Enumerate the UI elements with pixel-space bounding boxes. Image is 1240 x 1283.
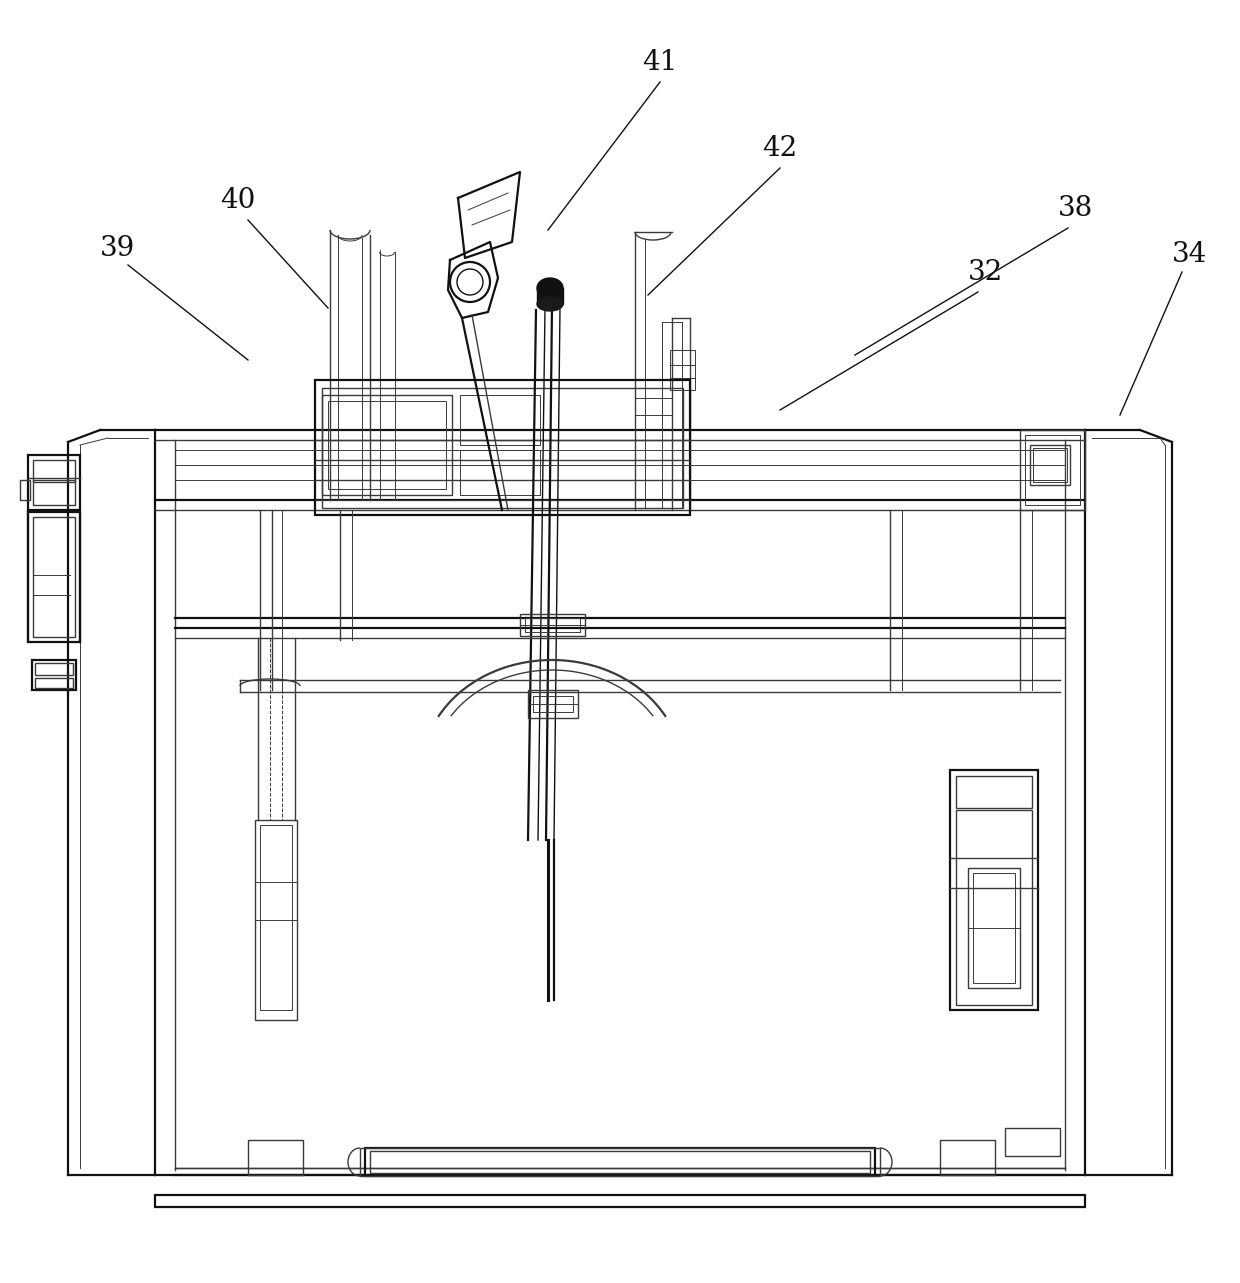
Bar bbox=[956, 776, 1032, 808]
Bar bbox=[35, 663, 73, 675]
Text: 41: 41 bbox=[642, 49, 678, 76]
Text: 42: 42 bbox=[763, 135, 797, 162]
Text: 34: 34 bbox=[1172, 241, 1208, 268]
Bar bbox=[670, 350, 694, 390]
Bar bbox=[520, 615, 585, 636]
Bar bbox=[322, 387, 683, 508]
Bar bbox=[329, 402, 446, 489]
Bar bbox=[248, 1141, 303, 1175]
Bar bbox=[940, 1141, 994, 1175]
Bar bbox=[1030, 445, 1070, 485]
Ellipse shape bbox=[537, 296, 563, 310]
Bar bbox=[322, 395, 453, 495]
Bar bbox=[360, 1148, 880, 1177]
Bar bbox=[1025, 435, 1080, 506]
Ellipse shape bbox=[537, 278, 563, 298]
Bar bbox=[29, 512, 81, 642]
Bar bbox=[525, 618, 580, 633]
Text: 40: 40 bbox=[221, 186, 255, 213]
Bar bbox=[35, 677, 73, 688]
Bar bbox=[260, 825, 291, 1010]
Text: 38: 38 bbox=[1058, 195, 1092, 222]
Bar bbox=[315, 380, 689, 514]
Bar bbox=[973, 872, 1016, 983]
Bar bbox=[968, 869, 1021, 988]
Bar bbox=[537, 287, 563, 304]
Bar bbox=[1033, 448, 1066, 482]
Bar bbox=[33, 480, 74, 506]
Polygon shape bbox=[448, 242, 498, 318]
Bar bbox=[370, 1151, 870, 1173]
Text: 32: 32 bbox=[967, 258, 1003, 286]
Polygon shape bbox=[458, 172, 520, 258]
Bar bbox=[29, 455, 81, 511]
Bar bbox=[528, 690, 578, 718]
Text: 39: 39 bbox=[100, 235, 135, 262]
Bar bbox=[20, 480, 30, 500]
Bar bbox=[460, 395, 539, 445]
Bar bbox=[1021, 430, 1085, 511]
Bar bbox=[365, 1148, 875, 1177]
Bar bbox=[33, 461, 74, 482]
Bar bbox=[33, 517, 74, 636]
Bar bbox=[956, 810, 1032, 1005]
Bar bbox=[1004, 1128, 1060, 1156]
Bar bbox=[255, 820, 298, 1020]
Bar bbox=[950, 770, 1038, 1010]
Bar bbox=[155, 1194, 1085, 1207]
Bar bbox=[533, 695, 573, 712]
Bar bbox=[32, 659, 76, 690]
Bar bbox=[460, 450, 539, 495]
